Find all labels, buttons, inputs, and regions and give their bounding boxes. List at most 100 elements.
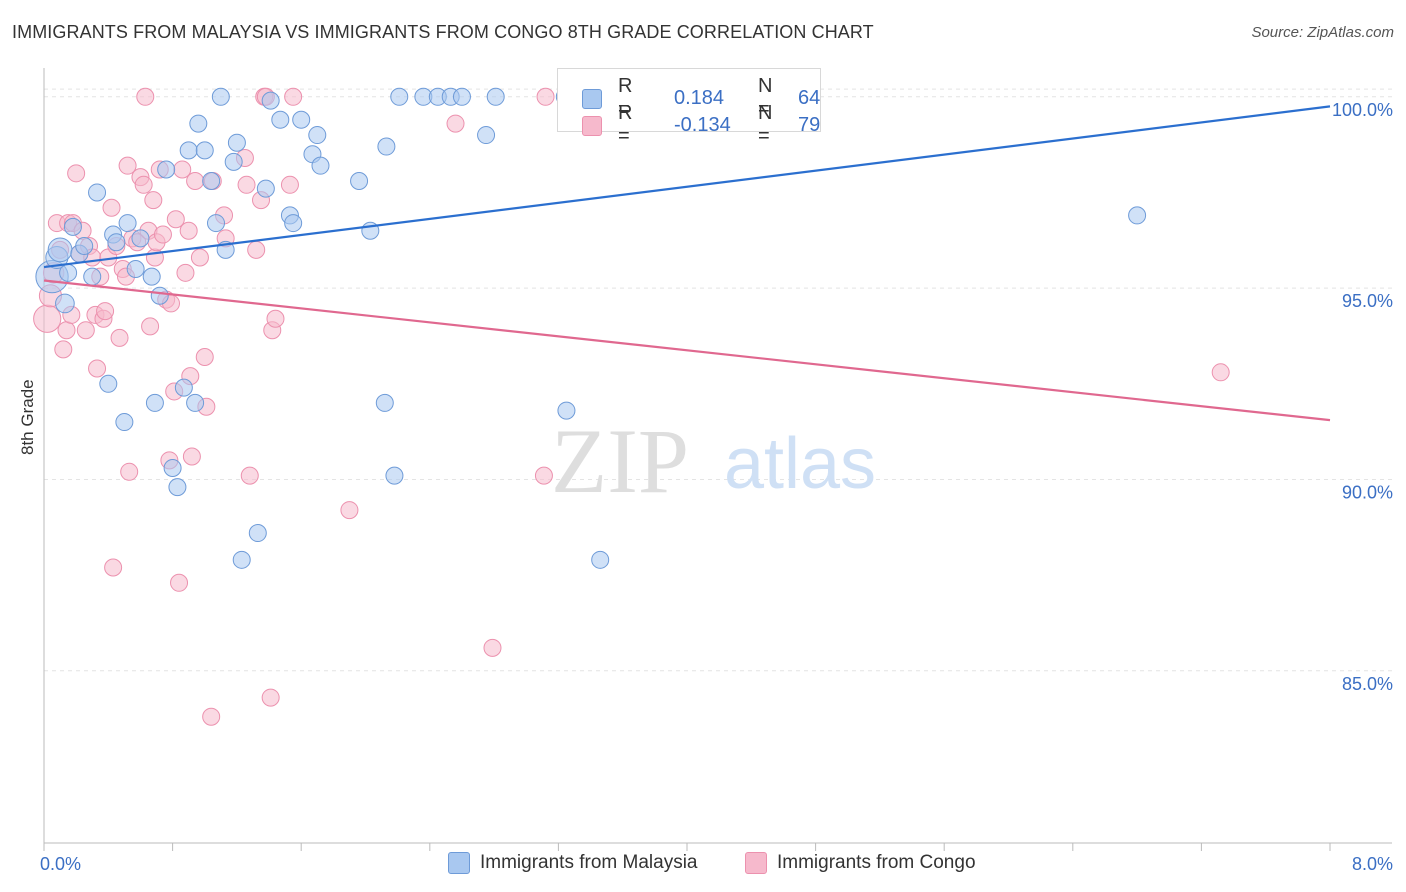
congo-point [57, 321, 76, 340]
malaysia-point [271, 110, 290, 129]
malaysia-legend-label: Immigrants from Malaysia [480, 852, 698, 873]
legend-item-malaysia[interactable]: Immigrants from Malaysia [448, 852, 698, 874]
source-label: Source: ZipAtlas.com [1251, 24, 1394, 41]
congo-point [190, 248, 209, 267]
malaysia-point [47, 237, 73, 263]
malaysia-point [375, 393, 394, 412]
congo-point [261, 688, 280, 707]
correlation-legend: R = 0.184 N = 64 R = -0.134 N = 79 [557, 68, 821, 147]
malaysia-point [118, 214, 137, 233]
legend-r-value: 0.184 [674, 86, 725, 109]
malaysia-point [189, 114, 208, 133]
y-tick-label: 90.0% [1342, 482, 1393, 502]
congo-point [186, 171, 205, 190]
malaysia-point [186, 393, 205, 412]
congo-point [340, 501, 359, 520]
malaysia-point [284, 214, 303, 233]
congo-point [446, 114, 465, 133]
congo-point [536, 87, 555, 106]
malaysia-point [88, 183, 107, 202]
congo-point [102, 198, 121, 217]
congo-point [179, 221, 198, 240]
malaysia-point [163, 458, 182, 477]
legend-item-congo[interactable]: Immigrants from Congo [745, 852, 976, 874]
malaysia-point [145, 393, 164, 412]
malaysia-points [35, 87, 1147, 569]
malaysia-point [261, 91, 280, 110]
congo-point [76, 321, 95, 340]
malaysia-point [174, 378, 193, 397]
malaysia-point [452, 87, 471, 106]
congo-points [33, 87, 1230, 726]
malaysia-point [308, 126, 327, 145]
malaysia-point [207, 214, 226, 233]
y-tick-label: 85.0% [1342, 674, 1393, 694]
malaysia-point [591, 550, 610, 569]
y-tick-label: 95.0% [1342, 291, 1393, 311]
malaysia-point [311, 156, 330, 175]
malaysia-point [232, 550, 251, 569]
malaysia-point [83, 267, 102, 286]
malaysia-point [211, 87, 230, 106]
congo-point [1211, 363, 1230, 382]
malaysia-point [115, 413, 134, 432]
malaysia-point [195, 141, 214, 160]
congo-point [33, 304, 62, 333]
congo-swatch [582, 116, 602, 136]
legend-r-label: R = [618, 102, 633, 147]
congo-point [54, 340, 73, 359]
tick-label-layer: 85.0% 90.0% 95.0% 100.0% 0.0% 8.0% [40, 100, 1393, 874]
congo-point [153, 225, 172, 244]
watermark-zip: ZIP [551, 410, 689, 512]
malaysia-point [227, 133, 246, 152]
watermark-atlas: atlas [724, 424, 876, 504]
y-axis-label: 8th Grade [18, 379, 37, 455]
congo-point [170, 573, 189, 592]
malaysia-swatch [582, 89, 602, 109]
malaysia-point [142, 267, 161, 286]
malaysia-point [131, 229, 150, 248]
congo-point [202, 707, 221, 726]
malaysia-point [75, 237, 94, 256]
malaysia-point [256, 179, 275, 198]
malaysia-trend-line [43, 105, 1331, 269]
congo-point [195, 348, 214, 367]
malaysia-point [150, 286, 169, 305]
axes-layer [43, 68, 1392, 851]
congo-point [182, 447, 201, 466]
congo-point [141, 317, 160, 336]
malaysia-point [63, 217, 82, 236]
malaysia-point [350, 171, 369, 190]
congo-point [280, 175, 299, 194]
x-tick-label: 0.0% [40, 854, 81, 874]
malaysia-point [385, 466, 404, 485]
congo-point [88, 359, 107, 378]
congo-point [104, 558, 123, 577]
malaysia-point [59, 263, 78, 282]
legend-n-label: N = [758, 75, 773, 120]
malaysia-point [55, 293, 75, 314]
malaysia-point [292, 110, 311, 129]
congo-point [237, 175, 256, 194]
chart-title: IMMIGRANTS FROM MALAYSIA VS IMMIGRANTS F… [12, 22, 874, 42]
congo-point [67, 164, 86, 183]
malaysia-point [202, 171, 221, 190]
congo-trend-line [43, 279, 1331, 422]
malaysia-point [168, 478, 187, 497]
trend-layer [43, 105, 1331, 422]
congo-point [118, 156, 137, 175]
legend-n-value: 64 [798, 86, 821, 109]
congo-point [284, 87, 303, 106]
congo-point [96, 302, 115, 321]
congo-point [110, 328, 129, 347]
congo-point [483, 638, 502, 657]
watermark: ZIP atlas [551, 410, 876, 512]
congo-point [176, 263, 195, 282]
congo-point [247, 240, 266, 259]
legend-r-value: -0.134 [674, 113, 731, 136]
malaysia-point [1128, 206, 1147, 225]
malaysia-point [557, 401, 576, 420]
malaysia-point [179, 141, 198, 160]
malaysia-point [486, 87, 505, 106]
